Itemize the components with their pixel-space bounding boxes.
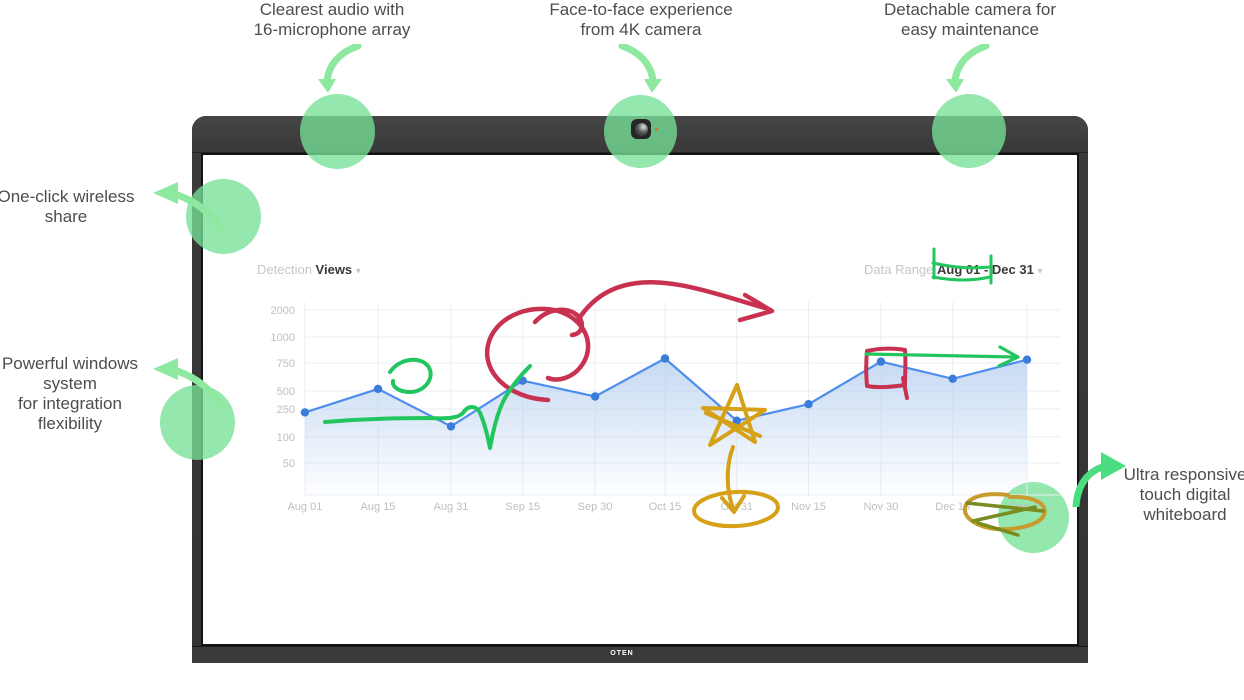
svg-text:Sep 30: Sep 30 [578,501,613,513]
svg-text:Sep 15: Sep 15 [505,501,540,513]
svg-text:2000: 2000 [271,305,295,317]
svg-text:50: 50 [283,458,295,470]
svg-text:Aug 01: Aug 01 [287,501,322,513]
svg-text:Nov 30: Nov 30 [863,501,898,513]
svg-text:Nov 15: Nov 15 [791,501,826,513]
svg-text:Aug 31: Aug 31 [434,501,469,513]
svg-text:Oct 15: Oct 15 [649,501,681,513]
svg-text:1000: 1000 [271,332,295,344]
svg-text:250: 250 [277,404,295,416]
svg-text:750: 750 [277,358,295,370]
svg-text:500: 500 [277,386,295,398]
svg-text:Aug 15: Aug 15 [361,501,396,513]
svg-text:100: 100 [277,432,295,444]
